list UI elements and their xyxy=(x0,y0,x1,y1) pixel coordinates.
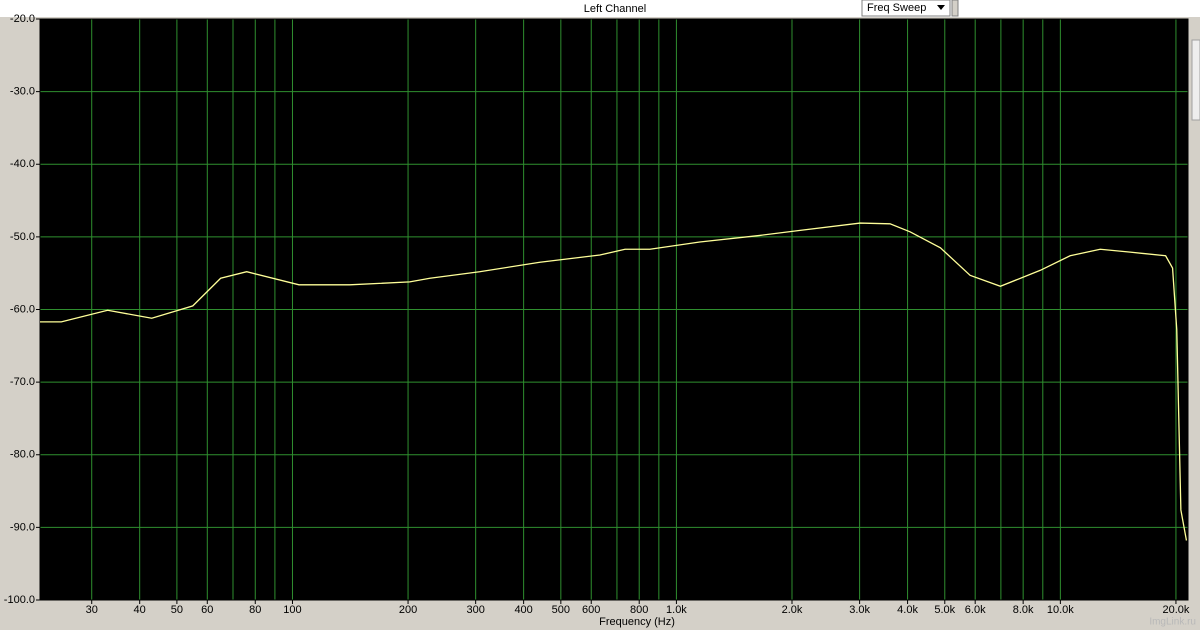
dropdown-arrow[interactable] xyxy=(937,5,945,10)
y-tick-label: -60.0 xyxy=(10,303,35,315)
x-tick-label: 40 xyxy=(134,604,146,616)
plot-frame xyxy=(39,18,1189,601)
x-tick-label: 800 xyxy=(630,604,648,616)
scrollbar[interactable] xyxy=(1191,39,1200,121)
y-tick-label: -70.0 xyxy=(10,376,35,388)
x-tick-label: 60 xyxy=(201,604,213,616)
series-line xyxy=(40,222,1188,541)
x-axis-label: Frequency (Hz) xyxy=(599,616,675,628)
x-tick-label: 10.0k xyxy=(1047,604,1074,616)
divider xyxy=(951,0,959,17)
x-tick-label: 6.0k xyxy=(965,604,986,616)
x-tick-label: 8.0k xyxy=(1013,604,1034,616)
y-tick-label: -80.0 xyxy=(10,449,35,461)
x-tick-label: 3.0k xyxy=(849,604,870,616)
y-tick-label: -50.0 xyxy=(10,231,35,243)
x-tick-label: 400 xyxy=(514,604,532,616)
y-tick-label: -40.0 xyxy=(10,158,35,170)
chart-title: Left Channel xyxy=(584,3,646,15)
y-tick-label: -100.0 xyxy=(4,594,35,606)
x-tick-label: 100 xyxy=(283,604,301,616)
x-tick-label: 600 xyxy=(582,604,600,616)
x-tick-label: 4.0k xyxy=(897,604,918,616)
watermark: ImgLink.ru xyxy=(1149,617,1196,628)
x-tick-label: 50 xyxy=(171,604,183,616)
x-tick-label: 2.0k xyxy=(782,604,803,616)
x-tick-label: 20.0k xyxy=(1162,604,1189,616)
y-tick-label: -20.0 xyxy=(10,13,35,25)
x-tick-label: 30 xyxy=(86,604,98,616)
x-tick-label: 1.0k xyxy=(666,604,687,616)
x-tick-label: 200 xyxy=(399,604,417,616)
x-tick-label: 300 xyxy=(466,604,484,616)
y-tick-label: -30.0 xyxy=(10,86,35,98)
x-tick-label: 500 xyxy=(552,604,570,616)
plot-area: -20.0 -30.0 -40.0 -50.0 -60.0 -70.0 -80.0 -90.0… xyxy=(4,13,1190,616)
y-tick-label: -90.0 xyxy=(10,521,35,533)
view-select[interactable] xyxy=(861,0,951,17)
x-tick-label: 5.0k xyxy=(934,604,955,616)
x-tick-label: 80 xyxy=(249,604,261,616)
view-select-label[interactable]: Freq Sweep xyxy=(867,2,926,14)
